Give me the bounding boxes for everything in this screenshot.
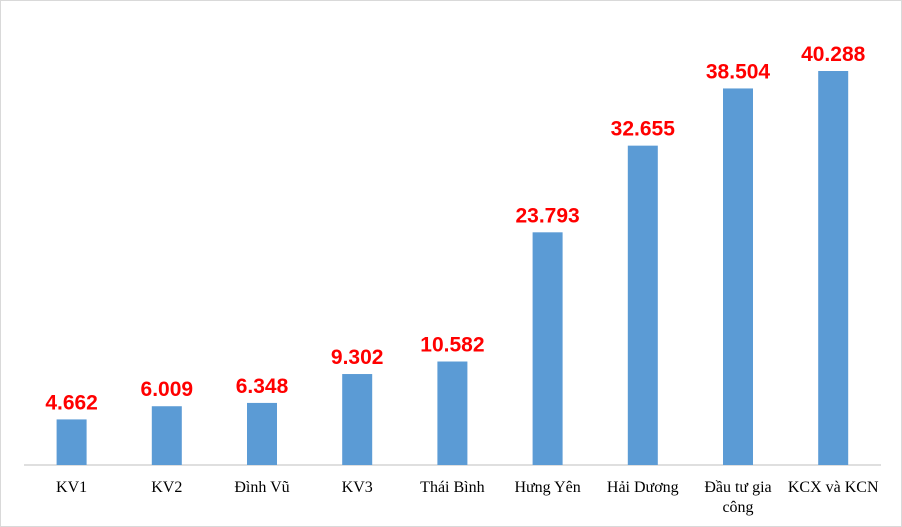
data-label-0: 4.662 [45, 391, 98, 414]
data-label-4: 10.582 [420, 334, 484, 357]
data-label-2: 6.348 [236, 375, 289, 398]
x-tick-labels-group: KV1 KV2 Đình Vũ KV3 Thái Bình Hưng Yên Hải Dươ… [56, 479, 879, 516]
bars-group [56, 71, 849, 466]
bar-7 [723, 88, 753, 466]
data-label-5: 23.793 [515, 204, 579, 227]
bar-3 [342, 374, 373, 465]
data-label-1: 6.009 [141, 378, 194, 401]
data-labels-group: 4.662 6.009 6.348 9.302 10.582 23.793 32.655 38… [45, 43, 865, 414]
data-label-6: 32.655 [611, 118, 676, 141]
bar-1 [151, 406, 182, 465]
bar-4 [437, 361, 468, 465]
x-tick-label-2: Đình Vũ [234, 479, 289, 496]
data-label-7: 38.504 [706, 60, 771, 83]
x-tick-label-4: Thái Bình [420, 479, 484, 496]
x-tick-label-7: Đầu tư gia công [704, 479, 771, 516]
bar-2 [247, 402, 277, 465]
data-label-3: 9.302 [331, 346, 384, 369]
bar-8 [818, 71, 849, 465]
x-tick-label-5: Hưng Yên [514, 479, 580, 496]
x-tick-label-0: KV1 [56, 479, 87, 496]
x-tick-label-3: KV3 [342, 479, 373, 496]
x-tick-label-1: KV2 [151, 479, 182, 496]
bar-6 [627, 145, 658, 465]
x-tick-label-6: Hải Dương [607, 479, 679, 496]
bar-5 [532, 232, 563, 465]
bar-0 [56, 419, 87, 465]
data-label-8: 40.288 [801, 43, 866, 66]
x-tick-label-8: KCX và KCN [788, 479, 879, 496]
